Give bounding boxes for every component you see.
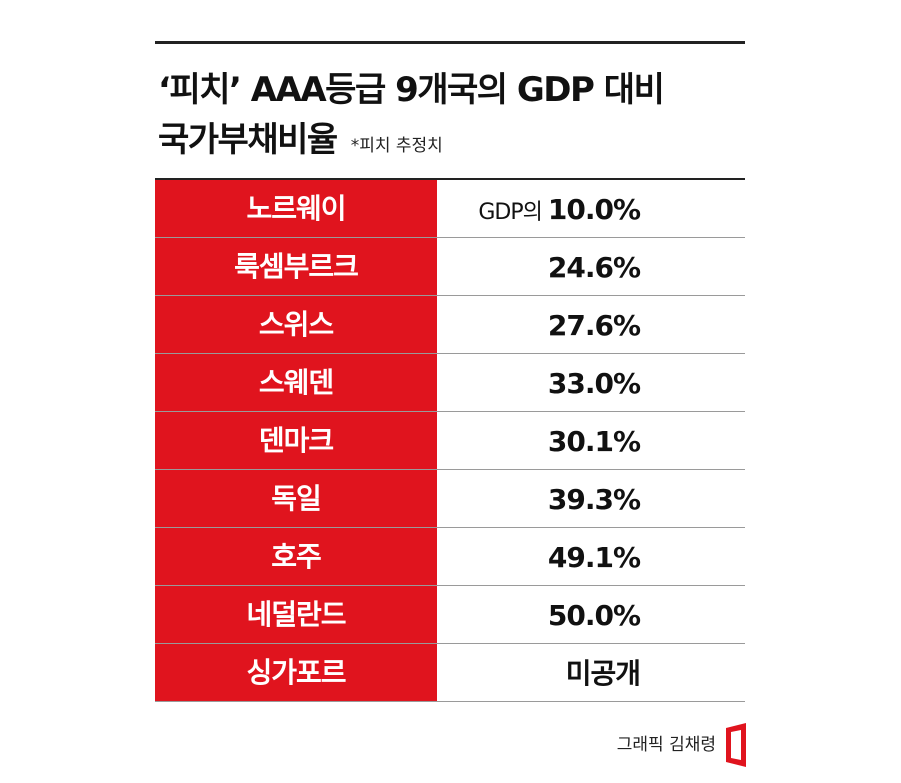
title-line: 국가부채비율 *피치 추정치 (158, 112, 443, 161)
value-cell: GDP의 10.0% (478, 180, 641, 237)
value-cell: 30.1% (547, 412, 641, 469)
top-rule (155, 41, 745, 44)
country: 싱가포르 (155, 644, 437, 701)
value: 30.1% (547, 425, 641, 458)
table-row: 호주 49.1% (155, 528, 745, 586)
country: 스위스 (155, 296, 437, 353)
table-row: 스웨덴 33.0% (155, 354, 745, 412)
country: 호주 (155, 528, 437, 585)
country: 네덜란드 (155, 586, 437, 643)
value-cell: 33.0% (547, 354, 641, 411)
logo (726, 723, 746, 767)
country: 노르웨이 (155, 180, 437, 237)
table-row: 노르웨이 GDP의 10.0% (155, 180, 745, 238)
value-cell: 24.6% (547, 238, 641, 295)
credit: 그래픽 김채령 (616, 735, 716, 755)
country: 독일 (155, 470, 437, 527)
country: 덴마크 (155, 412, 437, 469)
value: 49.1% (547, 541, 641, 574)
table-row: 스위스 27.6% (155, 296, 745, 354)
table-row: 네덜란드 50.0% (155, 586, 745, 644)
value-cell: 27.6% (547, 296, 641, 353)
title-line2: 국가부채비율 (158, 120, 338, 160)
country: 스웨덴 (155, 354, 437, 411)
table-rule (155, 178, 745, 180)
logo-shape (726, 723, 746, 767)
value: 27.6% (547, 309, 641, 342)
value-cell: 50.0% (547, 586, 641, 643)
table-row: 룩셈부르크 24.6% (155, 238, 745, 296)
value-cell: 39.3% (547, 470, 641, 527)
value-cell: 미공개 (565, 644, 641, 701)
value: 10.0% (547, 193, 641, 226)
note: *피치 추정치 (350, 136, 443, 156)
value: 33.0% (547, 367, 641, 400)
table-row: 덴마크 30.1% (155, 412, 745, 470)
table-row: 싱가포르 미공개 (155, 644, 745, 702)
title: ‘피치’ AAA등급 9개국의 GDP 대비 (158, 70, 665, 110)
table-row: 독일 39.3% (155, 470, 745, 528)
value: 39.3% (547, 483, 641, 516)
country: 룩셈부르크 (155, 238, 437, 295)
value: 50.0% (547, 599, 641, 632)
value: 미공개 (565, 657, 641, 690)
value-cell: 49.1% (547, 528, 641, 585)
table: 노르웨이 GDP의 10.0% 룩셈부르크 24.6% 스위스 27.6% 스웨덴 33.0% 덴… (155, 180, 745, 702)
value-prefix: GDP의 (478, 200, 542, 225)
value: 24.6% (547, 251, 641, 284)
